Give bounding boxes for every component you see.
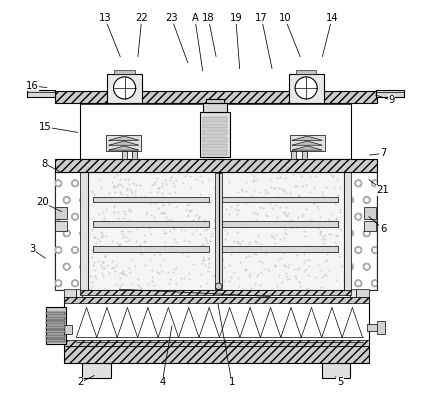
- Bar: [47, 321, 65, 324]
- Bar: [106, 135, 141, 151]
- Bar: [367, 324, 383, 331]
- Polygon shape: [109, 146, 139, 150]
- Text: 10: 10: [279, 13, 291, 23]
- Text: 9: 9: [388, 95, 394, 105]
- Bar: [93, 221, 209, 227]
- Bar: [114, 70, 135, 74]
- Bar: [82, 363, 111, 378]
- Bar: [344, 172, 351, 290]
- Bar: [27, 90, 55, 97]
- Bar: [64, 346, 369, 363]
- Bar: [47, 335, 65, 338]
- Text: 7: 7: [380, 148, 386, 158]
- Bar: [54, 172, 81, 290]
- Bar: [203, 137, 227, 142]
- Text: 5: 5: [337, 378, 343, 387]
- Bar: [203, 124, 227, 128]
- Bar: [350, 172, 377, 290]
- Bar: [296, 70, 316, 74]
- Bar: [203, 144, 227, 148]
- Bar: [215, 173, 222, 289]
- Bar: [80, 103, 351, 159]
- Circle shape: [113, 77, 136, 99]
- Text: 17: 17: [255, 13, 268, 23]
- Bar: [80, 172, 88, 290]
- Bar: [47, 330, 65, 333]
- Text: 21: 21: [377, 185, 389, 195]
- Bar: [64, 340, 369, 346]
- Text: 13: 13: [99, 13, 111, 23]
- Polygon shape: [292, 136, 322, 140]
- Bar: [46, 307, 66, 344]
- Text: 1: 1: [229, 378, 235, 387]
- Bar: [80, 290, 351, 295]
- Text: 18: 18: [202, 13, 215, 23]
- Text: 22: 22: [136, 13, 148, 23]
- Bar: [203, 117, 227, 122]
- Text: 15: 15: [39, 122, 51, 132]
- Text: 8: 8: [42, 159, 48, 169]
- Bar: [350, 172, 377, 290]
- Circle shape: [215, 283, 222, 290]
- Bar: [290, 135, 325, 151]
- Bar: [47, 317, 65, 320]
- Bar: [222, 197, 338, 202]
- Text: 4: 4: [159, 378, 165, 387]
- Text: 19: 19: [229, 13, 242, 23]
- Bar: [93, 246, 209, 252]
- Bar: [206, 99, 224, 103]
- Bar: [203, 130, 227, 135]
- Bar: [122, 151, 127, 159]
- Polygon shape: [292, 146, 322, 150]
- Text: 16: 16: [26, 81, 39, 91]
- Bar: [76, 289, 82, 297]
- Text: 20: 20: [36, 198, 49, 207]
- Bar: [350, 289, 357, 297]
- Bar: [322, 363, 350, 378]
- Bar: [364, 207, 376, 219]
- Text: 3: 3: [29, 245, 36, 254]
- Polygon shape: [109, 136, 139, 140]
- Bar: [54, 221, 67, 231]
- Bar: [291, 151, 296, 159]
- Bar: [54, 207, 67, 219]
- Bar: [54, 91, 377, 103]
- Bar: [47, 339, 65, 342]
- Text: 2: 2: [77, 378, 84, 387]
- Bar: [93, 197, 209, 202]
- Bar: [200, 112, 229, 157]
- Polygon shape: [292, 141, 322, 145]
- Bar: [107, 74, 142, 103]
- Bar: [302, 151, 307, 159]
- Bar: [54, 172, 81, 290]
- Bar: [377, 321, 385, 334]
- Bar: [376, 90, 404, 97]
- Text: 23: 23: [165, 13, 178, 23]
- Bar: [132, 151, 137, 159]
- Text: A: A: [191, 13, 198, 23]
- Bar: [64, 297, 369, 303]
- Bar: [88, 172, 344, 290]
- Bar: [364, 221, 376, 231]
- Bar: [47, 312, 65, 315]
- Bar: [47, 326, 65, 329]
- Bar: [357, 289, 369, 297]
- Circle shape: [295, 77, 317, 99]
- Bar: [222, 221, 338, 227]
- Bar: [64, 289, 76, 297]
- Polygon shape: [109, 141, 139, 145]
- Bar: [54, 159, 377, 172]
- Bar: [203, 150, 227, 155]
- Bar: [64, 325, 72, 334]
- Bar: [203, 103, 227, 112]
- Text: 6: 6: [380, 224, 386, 234]
- Bar: [289, 74, 324, 103]
- Text: 14: 14: [326, 13, 338, 23]
- Bar: [222, 246, 338, 252]
- Bar: [64, 297, 369, 346]
